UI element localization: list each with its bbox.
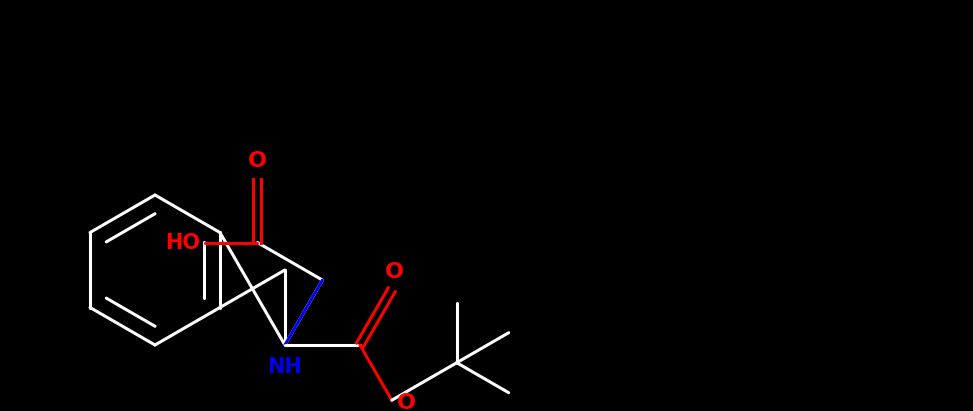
Text: O: O bbox=[385, 262, 404, 282]
Text: O: O bbox=[397, 393, 415, 411]
Text: O: O bbox=[248, 151, 267, 171]
Text: NH: NH bbox=[268, 357, 303, 377]
Text: HO: HO bbox=[165, 233, 200, 252]
